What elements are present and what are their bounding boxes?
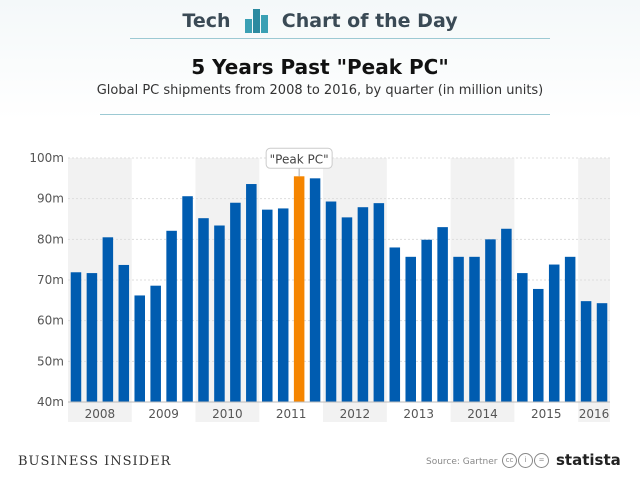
y-tick-label: 60m: [37, 314, 64, 328]
x-tick-label: 2016: [579, 407, 610, 421]
bar: [309, 178, 321, 402]
bar: [469, 256, 480, 402]
bar-logo-icon: [245, 9, 269, 33]
x-tick-label: 2012: [340, 407, 371, 421]
bar: [357, 207, 369, 402]
bar: [485, 239, 496, 402]
bar: [325, 201, 337, 402]
statista-logo: statista: [556, 451, 621, 469]
bar: [134, 295, 145, 402]
x-tick-label: 2009: [148, 407, 179, 421]
bar: [262, 209, 273, 402]
x-tick-label: 2014: [467, 407, 498, 421]
brand-chart-of-the-day: Chart of the Day: [281, 10, 458, 32]
divider: [100, 114, 550, 115]
bar: [405, 256, 416, 402]
x-tick-label: 2011: [276, 407, 307, 421]
bar: [580, 301, 592, 402]
cc-icon: cc: [502, 453, 517, 468]
chart-title: 5 Years Past "Peak PC": [191, 55, 449, 79]
bar: [548, 264, 560, 402]
bar: [277, 208, 289, 402]
y-tick-label: 40m: [37, 395, 64, 409]
bar: [166, 230, 177, 402]
y-tick-label: 50m: [37, 354, 64, 368]
publisher-logo: BUSINESS INSIDER: [18, 454, 172, 469]
bar: [501, 228, 512, 402]
bar: [533, 288, 544, 402]
bar: [517, 273, 528, 402]
header-band: [0, 0, 640, 120]
bar: [246, 184, 257, 402]
chart-subtitle: Global PC shipments from 2008 to 2016, b…: [96, 83, 544, 98]
attribution-icon: i: [518, 453, 533, 468]
chart-of-the-day-brand: Tech Chart of the Day: [0, 9, 640, 33]
annotation-box: [265, 147, 333, 169]
bar: [373, 203, 385, 402]
x-tick-label: 2008: [85, 407, 116, 421]
bar-chart: 2008 2009 2010 2011 2012 2013 2014 2015 2016 40m 5…: [29, 147, 610, 422]
source-text: Source: Gartner: [426, 457, 498, 467]
bar: [437, 227, 448, 402]
y-tick-label: 80m: [37, 232, 64, 246]
bar: [453, 256, 464, 402]
bar: [389, 247, 401, 402]
x-tick-label: 2010: [212, 407, 243, 421]
bar: [198, 218, 209, 402]
divider: [130, 38, 550, 39]
bar: [70, 272, 82, 402]
bar: [564, 256, 576, 402]
x-tick-label: 2013: [403, 407, 434, 421]
bar: [421, 239, 432, 402]
bar: [341, 217, 353, 402]
brand-tech: Tech: [182, 10, 231, 32]
y-tick-label: 90m: [37, 192, 64, 206]
annotation-label: "Peak PC": [270, 152, 329, 166]
y-tick-label: 100m: [29, 151, 64, 165]
x-tick-label: 2015: [531, 407, 562, 421]
bar: [86, 273, 98, 402]
bar: [102, 237, 114, 402]
bar: [182, 196, 193, 402]
bar: [230, 202, 241, 402]
y-tick-label: 70m: [37, 273, 64, 287]
bar: [150, 285, 161, 402]
bar: [214, 225, 225, 402]
bar: [118, 264, 130, 402]
no-derivatives-icon: =: [534, 453, 549, 468]
bar: [596, 303, 608, 402]
bar: [293, 176, 305, 402]
